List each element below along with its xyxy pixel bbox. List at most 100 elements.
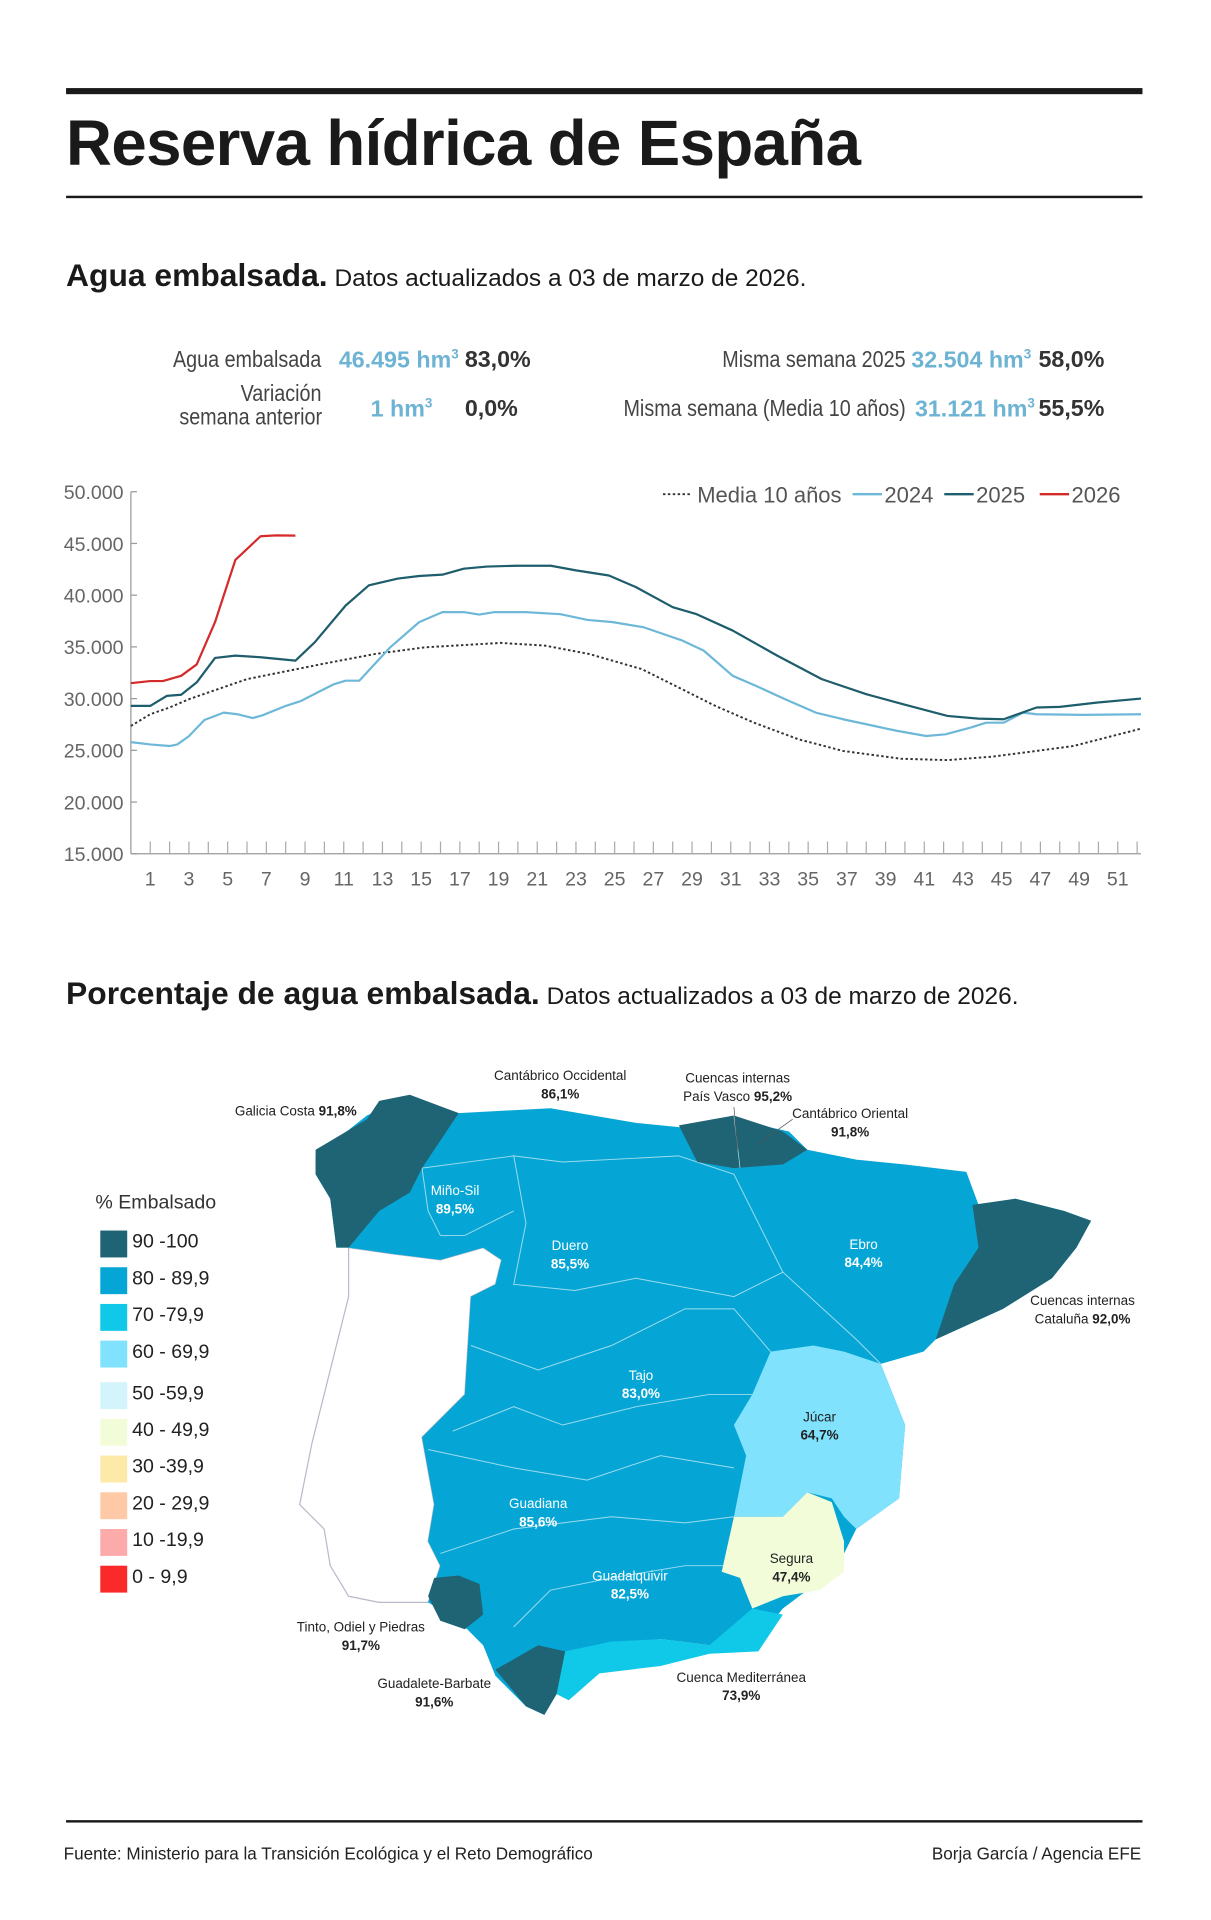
x-tick-label: 41 bbox=[913, 869, 935, 891]
x-tick-label: 51 bbox=[1107, 869, 1129, 891]
x-tick-label: 47 bbox=[1029, 869, 1051, 891]
label-galicia-costa: Galicia Costa 91,8% bbox=[234, 1104, 357, 1120]
footer-rule bbox=[66, 1820, 1143, 1822]
section2-heading: Porcentaje de agua embalsada. Datos actu… bbox=[66, 975, 1018, 1013]
legend-label: 70 -79,9 bbox=[132, 1305, 204, 1326]
label-cataluna: Cuencas internas Cataluña 92,0% bbox=[1030, 1294, 1135, 1328]
label-cantabrico-oriental: Cantábrico Oriental 91,8% bbox=[792, 1106, 909, 1141]
basin-cataluna bbox=[935, 1198, 1092, 1340]
legend-label: 20 - 29,9 bbox=[132, 1493, 210, 1515]
x-tick-label: 39 bbox=[875, 869, 897, 891]
page-title: Reserva hídrica de España bbox=[66, 108, 861, 180]
basin-cuenca-mediterranea bbox=[556, 1608, 783, 1701]
basin-spain-base bbox=[315, 1095, 1092, 1715]
section1-heading: Agua embalsada. Datos actualizados a 03 … bbox=[66, 257, 806, 295]
chart-lines bbox=[130, 534, 1142, 762]
legend-label: 2025 bbox=[976, 483, 1025, 508]
legend-label: 0 - 9,9 bbox=[132, 1566, 188, 1588]
y-tick-label: 20.000 bbox=[64, 792, 124, 814]
legend-label: 2024 bbox=[884, 483, 933, 508]
x-tick-label: 35 bbox=[797, 869, 819, 891]
legend-label: Media 10 años bbox=[697, 483, 841, 508]
line-chart: 15.000 20.000 25.000 30.000 35.000 40.000 45.0… bbox=[64, 482, 1142, 891]
y-tick-label: 25.000 bbox=[64, 741, 124, 763]
x-tick-label: 15 bbox=[410, 869, 432, 891]
x-tick-label: 33 bbox=[759, 869, 781, 891]
y-tick-label: 40.000 bbox=[64, 586, 124, 608]
x-tick-label: 3 bbox=[183, 869, 194, 891]
label-pais-vasco: Cuencas internas País Vasco 95,2% bbox=[683, 1071, 793, 1105]
label-guadalquivir: Guadalquivir 82,5% bbox=[592, 1569, 668, 1603]
x-tick-label: 1 bbox=[145, 869, 156, 891]
x-tick-label: 19 bbox=[488, 869, 510, 891]
series-line-media-10-a-os bbox=[130, 641, 1142, 762]
section1-title: Agua embalsada. bbox=[66, 256, 328, 294]
stat-variation-pct: 0,0% bbox=[464, 396, 518, 423]
series-line-2024 bbox=[130, 610, 1142, 748]
section2-title: Porcentaje de agua embalsada. bbox=[66, 974, 540, 1012]
basin-segura bbox=[721, 1492, 845, 1609]
series-line-2026 bbox=[130, 534, 296, 685]
x-tick-label: 29 bbox=[681, 869, 703, 891]
x-tick-label: 31 bbox=[720, 869, 742, 891]
x-tick-label: 11 bbox=[334, 869, 354, 891]
y-tick-label: 15.000 bbox=[64, 844, 124, 866]
chart-legend: Media 10 años 2024 2025 2026 bbox=[662, 483, 1121, 508]
stat-avg10-label: Misma semana (Media 10 años) bbox=[622, 396, 906, 423]
label-tinto-odiel-piedras: Tinto, Odiel y Piedras 91,7% bbox=[296, 1620, 425, 1654]
stat-current-pct: 83,0% bbox=[464, 347, 531, 374]
legend-swatch bbox=[100, 1565, 128, 1593]
label-guadalete-barbate: Guadalete-Barbate 91,6% bbox=[377, 1677, 492, 1711]
stat-avg10-pct: 55,5% bbox=[1038, 396, 1105, 423]
leader-line-cantabrico-oriental bbox=[758, 1118, 793, 1144]
legend-swatch bbox=[100, 1267, 128, 1295]
x-tick-label: 13 bbox=[372, 869, 394, 891]
basin-borders bbox=[421, 1155, 882, 1628]
x-tick-label: 37 bbox=[836, 869, 858, 891]
legend-label: 80 - 89,9 bbox=[132, 1268, 210, 1290]
section2-subtitle: Datos actualizados a 03 de marzo de 2026… bbox=[546, 983, 1019, 1011]
x-tick-label: 49 bbox=[1068, 869, 1090, 891]
stat-lastyear-pct: 58,0% bbox=[1038, 347, 1105, 374]
label-cuenca-mediterranea: Cuenca Mediterránea 73,9% bbox=[676, 1670, 806, 1704]
footer-source: Fuente: Ministerio para la Transición Ec… bbox=[63, 1843, 593, 1863]
chart-axes: 15.000 20.000 25.000 30.000 35.000 40.000 45.0… bbox=[64, 482, 1142, 891]
x-tick-label: 23 bbox=[565, 869, 587, 891]
title-rule bbox=[66, 195, 1143, 198]
legend-label: 40 - 49,9 bbox=[132, 1420, 210, 1441]
legend-swatch bbox=[100, 1492, 128, 1520]
x-tick-label: 43 bbox=[952, 869, 974, 891]
series-line-2025 bbox=[130, 564, 1142, 721]
basin-guadalete-barbate bbox=[495, 1645, 566, 1715]
x-tick-label: 17 bbox=[449, 869, 471, 891]
stat-current-value: 46.495 hm3 bbox=[338, 347, 459, 374]
y-tick-label: 50.000 bbox=[64, 482, 124, 504]
label-jucar: Júcar 64,7% bbox=[800, 1410, 839, 1444]
stat-current-label: Agua embalsada bbox=[173, 347, 322, 374]
legend-swatch bbox=[100, 1340, 128, 1368]
label-ebro: Ebro 84,4% bbox=[844, 1237, 883, 1271]
x-tick-label: 21 bbox=[526, 869, 548, 891]
x-tick-label: 45 bbox=[991, 869, 1013, 891]
legend-label: 50 -59,9 bbox=[132, 1383, 204, 1405]
legend-swatch bbox=[100, 1303, 128, 1331]
y-tick-label: 30.000 bbox=[64, 689, 124, 711]
legend-label: 2026 bbox=[1072, 483, 1121, 508]
x-tick-label: 27 bbox=[642, 869, 664, 891]
legend-swatch bbox=[100, 1230, 128, 1258]
label-tajo: Tajo 83,0% bbox=[621, 1368, 661, 1402]
legend-label: 10 -19,9 bbox=[132, 1530, 204, 1552]
basin-jucar bbox=[733, 1345, 906, 1529]
x-tick-label: 7 bbox=[261, 869, 272, 891]
legend-swatch bbox=[100, 1382, 128, 1410]
basin-tinto-odiel-piedras bbox=[428, 1575, 484, 1630]
label-cantabrico-occidental: Cantábrico Occidental 86,1% bbox=[494, 1069, 627, 1103]
y-tick-label: 35.000 bbox=[64, 637, 124, 659]
stat-variation-label: Variación semana anterior bbox=[178, 381, 322, 431]
label-segura: Segura 47,4% bbox=[769, 1552, 814, 1586]
legend-swatch bbox=[100, 1529, 128, 1556]
label-duero: Duero 85,5% bbox=[550, 1239, 590, 1273]
leader-line-pais-vasco bbox=[733, 1106, 738, 1150]
x-tick-label: 9 bbox=[300, 869, 311, 891]
